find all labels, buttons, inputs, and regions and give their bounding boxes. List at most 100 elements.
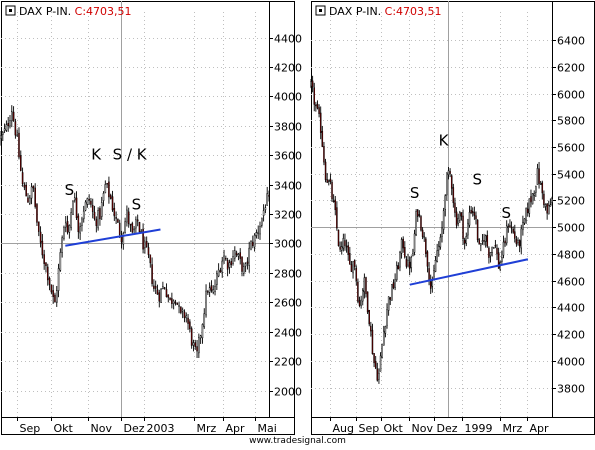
x-tick-label: Okt [54,422,74,435]
candle-body [483,240,485,242]
candle-body [425,238,427,254]
candle-body [505,225,508,244]
candle-body [442,210,445,230]
candle-body [7,122,9,127]
x-tick-label: Nov [412,422,434,435]
candle-body [181,309,184,312]
candle-body [536,168,539,185]
candle-body [235,252,238,256]
candle-body [0,135,2,139]
candle-body [61,237,63,253]
candle-body [261,217,263,226]
y-tick-label: 6400 [557,35,585,48]
candle-body [23,184,26,188]
candle-body [201,324,204,339]
x-tick-label: Sep [20,422,41,435]
candle-body [106,182,108,185]
pattern-annotation: S [65,181,75,199]
candle-body [228,262,231,268]
pattern-annotation: S / K [113,146,148,164]
candle-body [404,247,406,258]
candle-body [452,187,455,204]
candle-body [246,261,249,264]
candle-body [350,264,353,272]
candle-body [408,261,411,269]
candle-body [234,250,236,259]
candle-body [439,236,442,248]
candle-body [255,232,258,236]
candle-body [514,231,516,239]
candle-body [444,195,446,210]
candle-body [75,197,78,219]
candle-body [30,186,33,199]
y-tick-label: 4400 [557,302,585,315]
candle-body [378,372,380,380]
candle-body [104,184,107,193]
y-tick-label: 5600 [557,142,585,155]
support-trendline [65,228,161,247]
candle-body [318,107,320,115]
candle-body [454,202,456,213]
candle-body [389,297,392,300]
y-tick-label: 2600 [274,297,302,310]
candle-body [533,193,535,196]
candle-body [3,128,6,131]
candle-body [48,277,51,285]
candle-body [37,221,40,232]
y-tick-label: 2200 [274,356,302,369]
candle-body [515,239,518,245]
candle-body [517,239,519,243]
candle-body [138,222,141,233]
candle-body [400,239,403,254]
candle-body [183,311,186,318]
y-tick-label: 5400 [557,169,585,182]
candle-body [530,196,532,203]
candle-body [465,236,468,244]
candle-body [494,244,497,247]
candle-body [355,267,358,281]
x-tick-label: Apr [530,422,550,435]
candle-body [475,215,477,220]
candle-body [551,198,553,203]
y-tick-label: 2400 [274,327,302,340]
candle-body [68,225,71,233]
candle-body [124,221,126,234]
candle-body [395,265,398,281]
candle-body [198,337,200,354]
candle-body [81,218,83,226]
candle-body [97,210,99,229]
candle-body [491,246,493,253]
candle-body [192,342,195,346]
y-tick-label: 4200 [557,329,585,342]
chart-menu-icon-dot [319,9,322,12]
candle-body [210,285,213,291]
candle-body [383,330,385,346]
candle-body [436,250,438,262]
candle-body [538,168,540,184]
candle-body [528,198,531,214]
candle-body [153,285,155,289]
candle-body [512,228,514,233]
pattern-annotation: S [473,170,483,188]
support-trendline [409,258,529,286]
candle-body [145,240,148,248]
candle-body [248,247,251,266]
candle-body [127,211,130,225]
candle-body [496,247,498,255]
candle-body [518,240,521,247]
candle-body [373,353,375,364]
candle-body [77,215,80,233]
candle-body [379,355,382,372]
pattern-annotation: S [410,184,420,202]
candle-body [118,222,121,235]
x-tick-label: Apr [226,422,246,435]
candle-body [176,302,179,305]
candle-body [226,259,229,270]
candle-body [79,226,81,234]
y-tick-label: 2000 [274,386,302,399]
x-tick-label: 1999 [465,422,493,435]
candle-body [323,146,325,163]
candle-body [497,252,500,269]
pattern-annotation: S [501,204,511,222]
candle-body [12,111,15,121]
